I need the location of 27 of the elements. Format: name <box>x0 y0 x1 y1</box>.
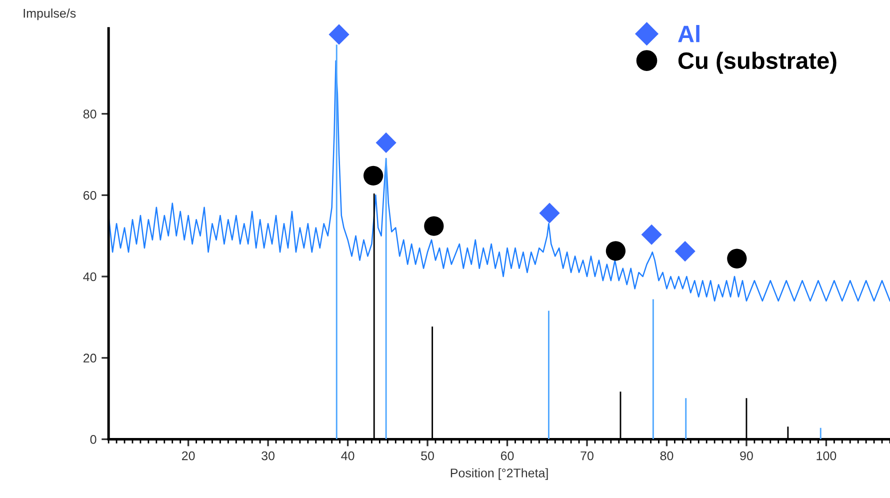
y-tick-label: 40 <box>83 272 96 282</box>
x-tick-label: 20 <box>182 451 195 460</box>
x-tick-label: 80 <box>660 451 674 460</box>
x-tick-label: 50 <box>421 451 434 460</box>
y-tick-label: 20 <box>84 354 96 363</box>
y-tick-label: 60 <box>84 190 96 200</box>
point <box>727 248 747 268</box>
point <box>606 241 626 261</box>
x-tick-label: 70 <box>580 451 594 460</box>
y-tick-label: 80 <box>83 110 96 118</box>
x-tick-label: 100 <box>816 451 836 460</box>
point <box>424 216 444 236</box>
point <box>328 24 350 45</box>
point <box>363 166 384 186</box>
x-tick-label: 30 <box>262 451 275 460</box>
point <box>376 132 396 153</box>
legend-label: Cu (substrate) <box>678 52 836 74</box>
point <box>641 224 662 245</box>
y-tick-label: 0 <box>90 435 96 444</box>
x-tick-label: 40 <box>341 451 354 460</box>
point <box>539 202 560 224</box>
legend-label: Al <box>678 24 700 42</box>
x-tick-label: 90 <box>740 451 753 460</box>
y-axis-title: Impulse/s <box>24 8 76 20</box>
x-axis-title: Position [°2Theta] <box>450 468 548 480</box>
x-tick-label: 60 <box>500 451 514 460</box>
point <box>674 241 696 262</box>
